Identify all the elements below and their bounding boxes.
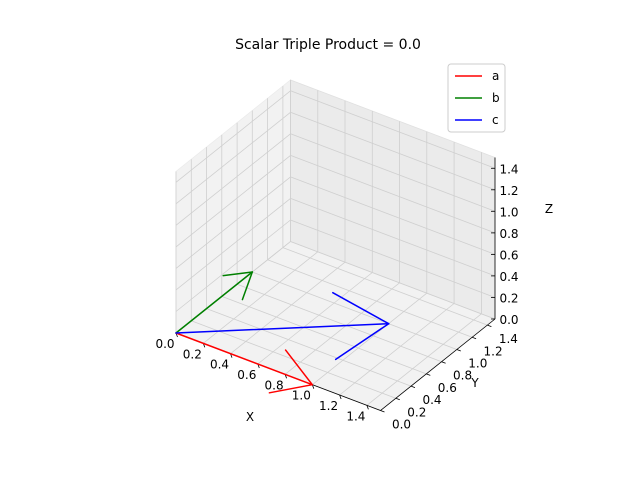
y-grid-floor-5 [252, 271, 457, 350]
z-grid-back-2 [290, 198, 496, 277]
vector-a-shaft [175, 332, 314, 386]
vector-b-head-right [241, 271, 254, 301]
vector-a-head-left [284, 349, 314, 386]
y-axis-label: Y [470, 376, 479, 390]
x-tick-label-1: 0.2 [183, 347, 202, 361]
x-grid-floor-5 [312, 292, 428, 386]
vector-series [175, 271, 390, 394]
vector-c-head-left [332, 291, 390, 325]
vector-a-head-right [268, 383, 314, 394]
vector-b [175, 271, 254, 334]
x-grid-floor-2 [230, 261, 346, 355]
z-grid-back-7 [290, 90, 496, 169]
x-grid-floor-6 [339, 303, 455, 396]
z-tick-label-7: 1.4 [499, 162, 518, 176]
z-tick-label-2: 0.4 [499, 270, 518, 284]
vector-b-shaft [175, 271, 254, 334]
y-grid-floor-3 [221, 296, 427, 375]
vector-b-head-left [222, 271, 254, 277]
x-grid-floor-3 [257, 272, 373, 365]
legend-label-a: a [492, 69, 499, 83]
x-tick-label-0: 0.0 [155, 337, 174, 351]
z-tick-label-6: 1.2 [499, 184, 518, 198]
y-tick-label-7: 1.4 [499, 332, 518, 346]
z-grid-back-5 [290, 133, 496, 212]
z-grid-back-4 [290, 155, 496, 234]
vector-a [175, 332, 314, 394]
z-tick-label-5: 1.0 [499, 205, 518, 219]
y-tick-label-0: 0.0 [392, 418, 411, 432]
legend: abc [447, 63, 506, 133]
vector-c [175, 291, 390, 361]
x-tick-label-6: 1.2 [319, 399, 338, 413]
chart-title: Scalar Triple Product = 0.0 [235, 37, 421, 53]
x-grid-floor-4 [284, 282, 400, 375]
y-tick-label-5: 1.0 [468, 357, 487, 371]
y-grid-floor-6 [267, 259, 473, 338]
y-tick-4 [441, 361, 446, 364]
z-grid-back-3 [290, 176, 496, 255]
y-grid-floor-7 [282, 247, 488, 326]
z-grid-back-1 [290, 219, 496, 298]
vector-c-head-right [334, 322, 390, 361]
z-tick-label-1: 0.2 [499, 292, 518, 306]
z-grid-left-2 [175, 198, 291, 291]
z-grid-left-7 [175, 90, 291, 183]
y-axis-line [380, 318, 496, 411]
vector-c-shaft [175, 322, 390, 334]
y-tick-0 [380, 410, 385, 413]
x-tick-6 [339, 394, 342, 400]
y-tick-1 [395, 397, 400, 401]
z-tick-label-0: 0.0 [499, 313, 518, 327]
x-axis-label: X [246, 410, 254, 424]
x-tick-label-2: 0.4 [210, 358, 229, 372]
y-tick-label-6: 1.2 [484, 344, 503, 358]
y-tick-7 [487, 324, 492, 327]
x-tick-7 [366, 405, 369, 410]
x-tick-label-4: 0.8 [265, 378, 284, 392]
z-tick-label-3: 0.6 [499, 248, 518, 262]
y-tick-3 [426, 373, 431, 376]
y-grid-floor-4 [236, 283, 442, 363]
z-axis-label: Z [545, 202, 553, 216]
z-grid-left-5 [175, 133, 291, 226]
z-grid-back-6 [290, 111, 496, 191]
y-tick-label-2: 0.4 [422, 393, 441, 407]
y-tick-label-1: 0.2 [407, 405, 426, 419]
axes-ticks: 0.00.20.40.60.81.01.21.40.00.20.40.60.81… [155, 157, 519, 432]
z-grid-left-4 [175, 155, 291, 248]
x-grid-floor-7 [366, 313, 482, 406]
y-tick-5 [456, 349, 461, 352]
legend-label-c: c [492, 113, 499, 127]
z-grid-left-1 [175, 219, 291, 312]
y-grid-floor-2 [206, 308, 412, 387]
z-tick-label-4: 0.8 [499, 227, 518, 241]
legend-label-b: b [492, 91, 500, 105]
x-tick-label-5: 1.0 [292, 389, 311, 403]
y-tick-6 [471, 336, 477, 340]
axis-labels: X Y Z [246, 202, 553, 424]
z-grid-left-6 [175, 111, 291, 205]
x-tick-label-3: 0.6 [237, 368, 256, 382]
y-tick-2 [410, 385, 416, 388]
x-grid-floor-1 [203, 251, 319, 344]
y-tick-label-3: 0.6 [438, 381, 457, 395]
y-tick-label-4: 0.8 [453, 369, 472, 383]
z-grid-back-0 [290, 241, 496, 320]
z-grid-left-3 [175, 176, 291, 269]
x-tick-label-7: 1.4 [346, 409, 365, 423]
